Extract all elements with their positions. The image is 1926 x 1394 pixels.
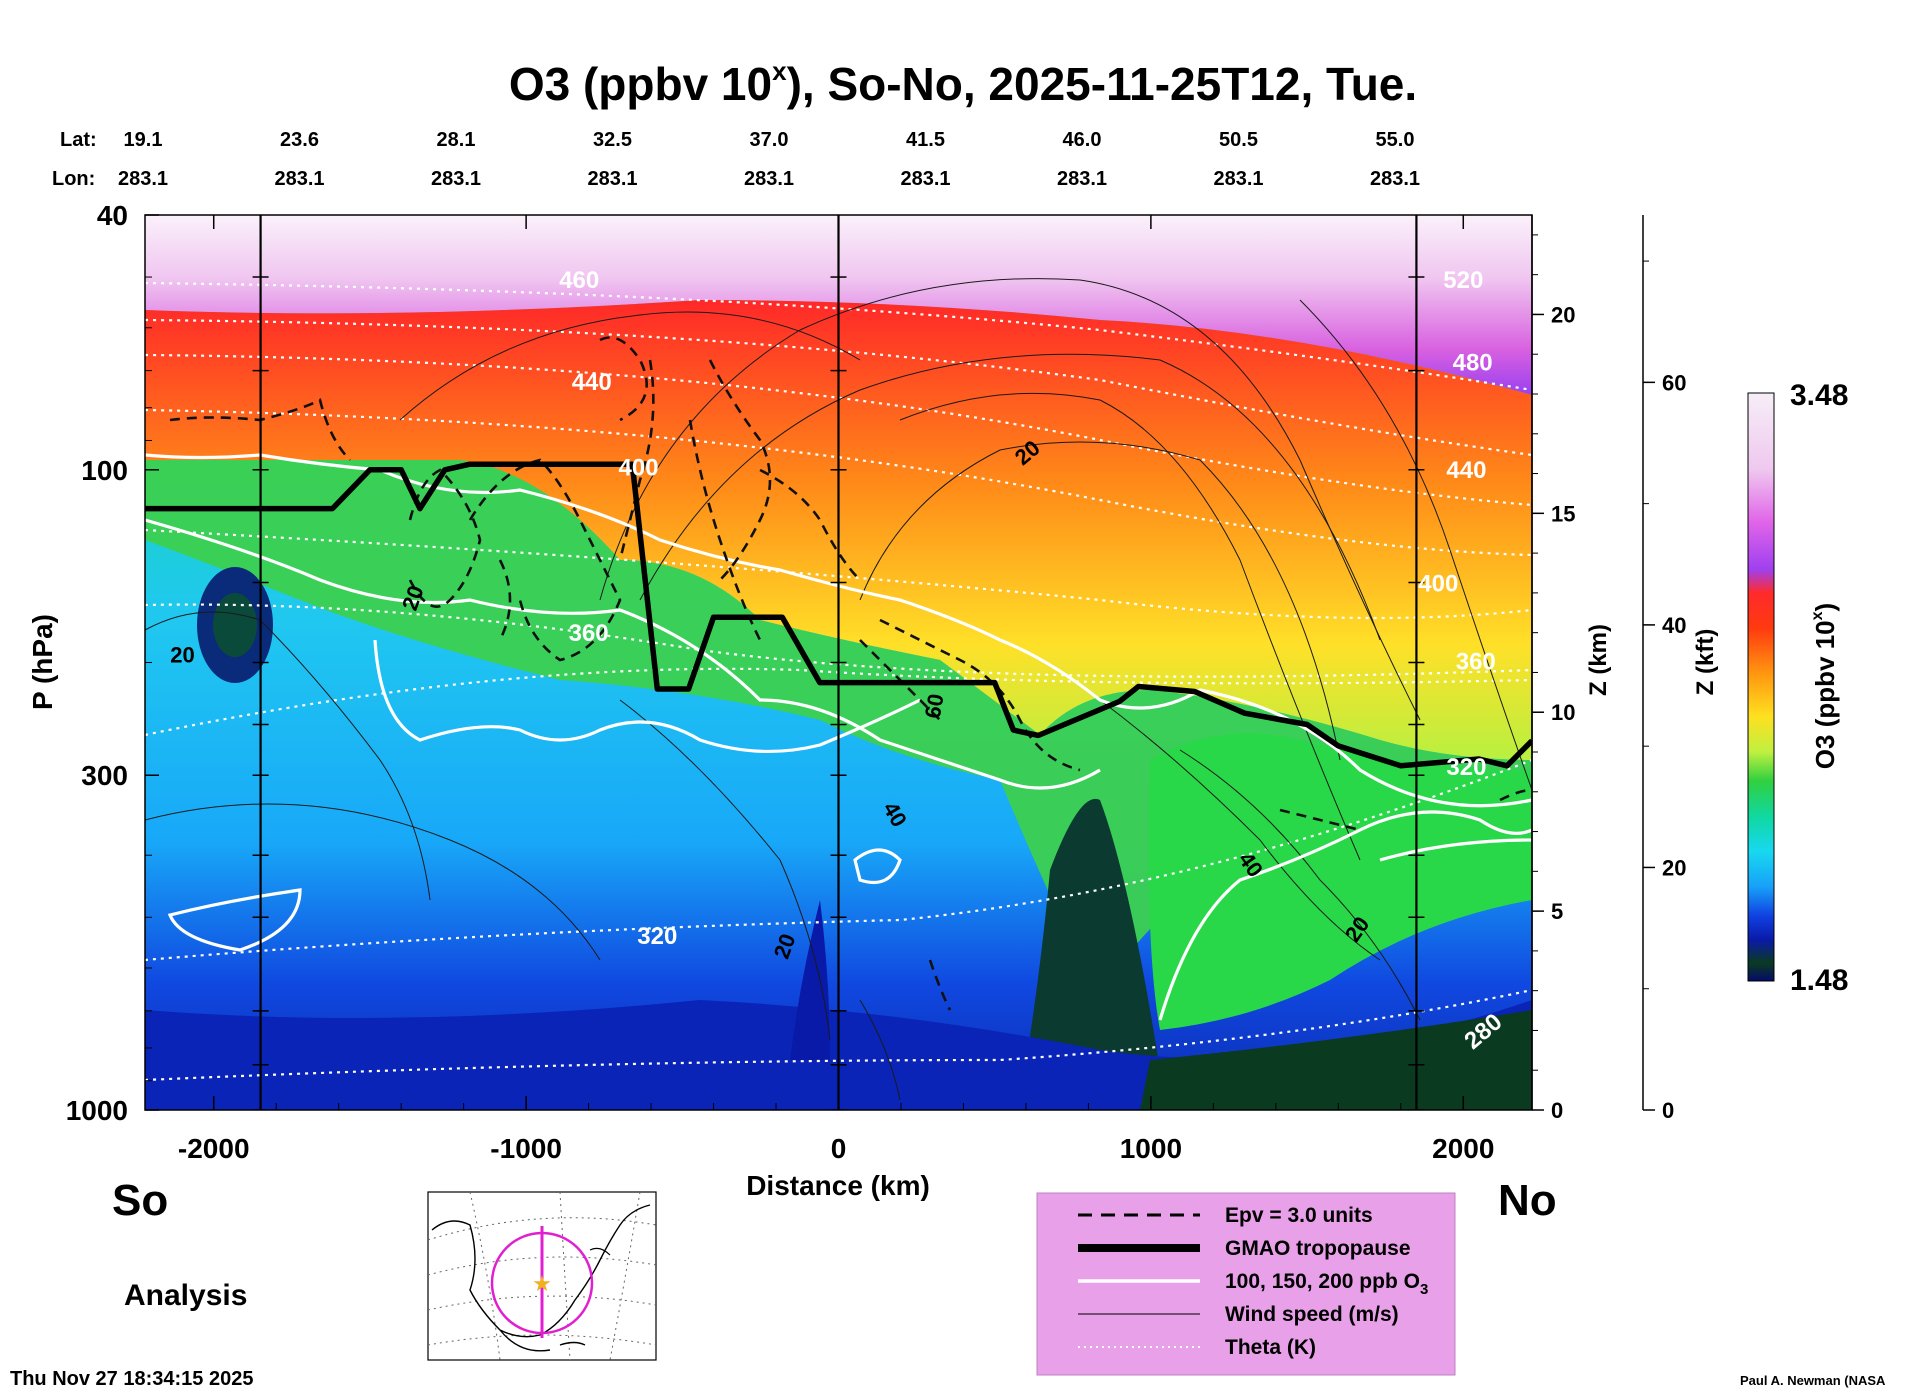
chart-title: O3 (ppbv 10x), So-No, 2025-11-25T12, Tue…	[509, 56, 1417, 110]
lat-tick-label: 37.0	[750, 129, 789, 151]
z-km-tick-label: 0	[1551, 1098, 1563, 1123]
theta-label: 320	[1446, 754, 1486, 781]
lon-tick-label: 283.1	[1213, 168, 1263, 190]
x-axis-label: Distance (km)	[746, 1170, 930, 1201]
y-axis: 40 100 300 1000	[66, 200, 159, 1126]
theta-label: 400	[1418, 571, 1458, 598]
x-tick-label: 0	[831, 1133, 847, 1164]
wind-speed-label: 60	[920, 692, 949, 720]
theta-lines	[145, 281, 1532, 1082]
lat-tick-label: 32.5	[593, 129, 632, 151]
y-tick-label: 300	[81, 760, 128, 791]
theta-label: 360	[1456, 648, 1496, 675]
legend-label: GMAO tropopause	[1225, 1237, 1411, 1260]
z-kft-axis-label: Z (kft)	[1692, 629, 1719, 696]
z-kft-tick-label: 40	[1662, 613, 1686, 638]
y-axis-label: P (hPa)	[27, 614, 58, 710]
x-tick-label: 2000	[1432, 1133, 1494, 1164]
analysis-label: Analysis	[124, 1279, 247, 1312]
colorbar-max-label: 3.48	[1790, 379, 1848, 412]
wind-speed-label: 20	[170, 643, 194, 668]
theta-label: 320	[637, 923, 677, 950]
z-km-axis-label: Z (km)	[1585, 624, 1612, 696]
z-km-tick-label: 5	[1551, 899, 1563, 924]
epv-dashed-lines	[169, 336, 1532, 1011]
south-end-label: So	[112, 1176, 168, 1225]
y-tick-label: 1000	[66, 1095, 128, 1126]
contour-overlays	[145, 215, 1532, 1110]
z-kft-tick-label: 0	[1662, 1098, 1674, 1123]
vertical-marker-lines	[252, 215, 1425, 1110]
theta-label: 440	[1446, 457, 1486, 484]
z-kft-tick-label: 20	[1662, 855, 1686, 880]
lat-tick-label: 50.5	[1219, 129, 1258, 151]
x-tick-label: 1000	[1120, 1133, 1182, 1164]
z-kft-tick-label: 60	[1662, 370, 1686, 395]
z-km-tick-label: 20	[1551, 302, 1575, 327]
colorbar	[1747, 392, 1775, 982]
gmao-tropopause-line	[145, 461, 1532, 769]
theta-label: 480	[1453, 350, 1493, 377]
lon-tick-label: 283.1	[587, 168, 637, 190]
lon-tick-label: 283.1	[1057, 168, 1107, 190]
z-km-tick-label: 10	[1551, 700, 1575, 725]
z-km-tick-label: 15	[1551, 501, 1575, 526]
lat-tick-label: 28.1	[437, 129, 476, 151]
theta-label: 440	[572, 369, 612, 396]
lon-label: Lon:	[52, 168, 95, 190]
lat-tick-label: 23.6	[280, 129, 319, 151]
y-tick-label: 100	[81, 455, 128, 486]
lat-tick-label: 46.0	[1063, 129, 1102, 151]
lon-tick-label: 283.1	[118, 168, 168, 190]
z-km-axis: 0 5 10 15 20	[1531, 215, 1575, 1123]
lon-tick-label: 283.1	[274, 168, 324, 190]
x-tick-label: -1000	[490, 1133, 562, 1164]
inset-map: ★	[427, 1191, 657, 1361]
legend-label: Wind speed (m/s)	[1225, 1303, 1399, 1326]
credit: Paul A. Newman (NASA	[1740, 1373, 1886, 1388]
lon-tick-label: 283.1	[431, 168, 481, 190]
north-end-label: No	[1498, 1176, 1557, 1225]
colorbar-label: O3 (ppbv 10x)	[1809, 603, 1840, 769]
legend-label: Epv = 3.0 units	[1225, 1204, 1373, 1227]
wind-speed-lines	[145, 278, 1532, 1101]
theta-label: 520	[1443, 267, 1483, 294]
x-tick-label: -2000	[178, 1133, 250, 1164]
y-tick-label: 40	[97, 200, 128, 231]
lat-label: Lat:	[60, 129, 97, 151]
timestamp: Thu Nov 27 18:34:15 2025	[10, 1368, 254, 1390]
theta-label: 400	[619, 454, 659, 481]
z-kft-axis: 0 20 40 60	[1642, 215, 1686, 1123]
lat-tick-label: 41.5	[906, 129, 945, 151]
lon-tick-label: 283.1	[1370, 168, 1420, 190]
lat-lon-ticks: 19.1 23.6 28.1 32.5 37.0 41.5 46.0 50.5 55.0 283.…	[118, 129, 1420, 190]
x-axis: -2000 -1000 0 1000 2000	[178, 215, 1494, 1164]
star-icon: ★	[532, 1272, 552, 1297]
lat-tick-label: 55.0	[1376, 129, 1415, 151]
lon-tick-label: 283.1	[744, 168, 794, 190]
theta-label: 460	[559, 267, 599, 294]
lat-tick-label: 19.1	[124, 129, 163, 151]
theta-label: 360	[569, 620, 609, 647]
colorbar-min-label: 1.48	[1790, 964, 1848, 997]
legend-label: Theta (K)	[1225, 1336, 1316, 1359]
lon-tick-label: 283.1	[900, 168, 950, 190]
